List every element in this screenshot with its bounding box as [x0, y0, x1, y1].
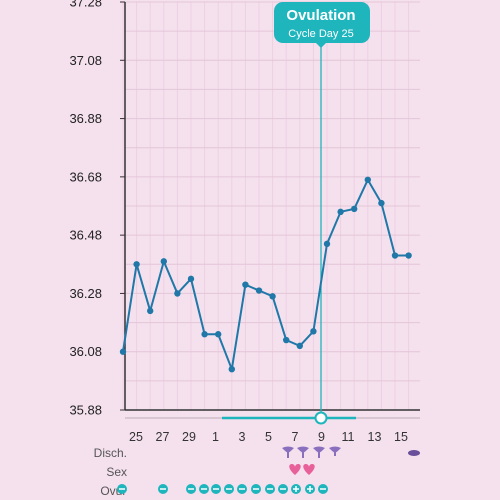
temperature-point[interactable]	[364, 176, 371, 183]
discharge-icon[interactable]	[313, 446, 325, 459]
negative-test-icon[interactable]	[251, 484, 261, 494]
negative-test-icon[interactable]	[318, 484, 328, 494]
temperature-point[interactable]	[337, 208, 344, 216]
sex-row	[289, 464, 315, 475]
x-tick-label: 1	[212, 430, 219, 444]
y-tick-label: 35.88	[69, 403, 102, 418]
temperature-point[interactable]	[378, 199, 385, 207]
y-tick-label: 36.28	[69, 286, 102, 301]
sex-row-label: Sex	[106, 465, 127, 479]
x-tick-label: 25	[129, 430, 143, 444]
y-tick-label: 36.68	[69, 169, 102, 184]
negative-test-icon[interactable]	[211, 484, 221, 494]
negative-test-icon[interactable]	[265, 484, 275, 494]
discharge-row	[282, 446, 420, 459]
y-tick-label: 36.08	[69, 344, 102, 359]
temperature-point[interactable]	[133, 261, 140, 268]
y-tick-label: 37.28	[69, 0, 102, 10]
x-tick-label: 13	[368, 430, 382, 444]
x-tick-label: 27	[156, 430, 170, 444]
slider-handle[interactable]	[314, 411, 328, 425]
positive-test-icon[interactable]	[291, 484, 301, 494]
y-axis-ticks: 37.28 37.08 36.88 36.68 36.48 36.28 36.08 35.88	[69, 0, 125, 418]
x-tick-label: 9	[318, 430, 325, 444]
temperature-point[interactable]	[255, 287, 263, 294]
ovulation-label-pointer	[315, 42, 327, 48]
negative-test-icon[interactable]	[199, 484, 209, 494]
negative-test-icon[interactable]	[278, 484, 288, 494]
discharge-icon[interactable]	[408, 450, 420, 456]
temperature-point[interactable]	[283, 336, 290, 344]
temperature-line	[122, 178, 409, 371]
ovulation-marker[interactable]: Ovulation Cycle Day 25	[274, 2, 370, 418]
temperature-point[interactable]	[296, 342, 303, 350]
temperature-point[interactable]	[160, 258, 167, 265]
x-tick-label: 5	[265, 430, 272, 444]
heart-icon[interactable]	[303, 464, 315, 475]
temperature-point[interactable]	[201, 331, 208, 338]
x-tick-label: 11	[342, 430, 355, 444]
chart-grid	[122, 1, 420, 411]
temperature-point[interactable]	[228, 366, 235, 373]
temperature-point[interactable]	[119, 348, 127, 355]
x-tick-label: 7	[292, 430, 299, 444]
temperature-point[interactable]	[310, 328, 317, 335]
temperature-series	[119, 176, 412, 373]
heart-icon[interactable]	[289, 464, 301, 475]
positive-test-icon[interactable]	[305, 484, 315, 494]
y-tick-label: 37.08	[69, 53, 102, 68]
temperature-point[interactable]	[351, 205, 358, 213]
negative-test-icon[interactable]	[224, 484, 234, 494]
ovulation-test-row	[117, 484, 328, 494]
temperature-point[interactable]	[269, 293, 276, 300]
temperature-point[interactable]	[391, 252, 399, 259]
temperature-point[interactable]	[215, 331, 222, 338]
temperature-point[interactable]	[323, 240, 331, 248]
negative-test-icon[interactable]	[117, 484, 127, 494]
negative-test-icon[interactable]	[186, 484, 196, 494]
ovulation-subtitle: Cycle Day 25	[288, 28, 353, 40]
x-tick-label: 29	[182, 430, 196, 444]
temperature-point[interactable]	[242, 281, 249, 288]
discharge-icon[interactable]	[329, 446, 341, 457]
ovulation-title: Ovulation	[286, 7, 355, 24]
temperature-point[interactable]	[147, 307, 154, 315]
negative-test-icon[interactable]	[237, 484, 247, 494]
temperature-point[interactable]	[187, 275, 195, 283]
ovulation-label-box[interactable]	[274, 2, 370, 43]
discharge-row-label: Disch.	[94, 446, 127, 460]
discharge-icon[interactable]	[282, 446, 294, 459]
y-tick-label: 36.48	[69, 228, 102, 243]
discharge-icon[interactable]	[297, 446, 309, 459]
negative-test-icon[interactable]	[158, 484, 168, 494]
cycle-range-slider[interactable]	[125, 411, 420, 425]
temperature-point[interactable]	[174, 290, 181, 297]
temperature-point[interactable]	[405, 252, 412, 259]
x-tick-label: 3	[239, 430, 246, 444]
y-tick-label: 36.88	[69, 111, 102, 126]
x-axis-ticks: 25 27 29 1 3 5 7 9 11 13 15	[129, 430, 408, 444]
x-tick-label: 15	[394, 430, 408, 444]
